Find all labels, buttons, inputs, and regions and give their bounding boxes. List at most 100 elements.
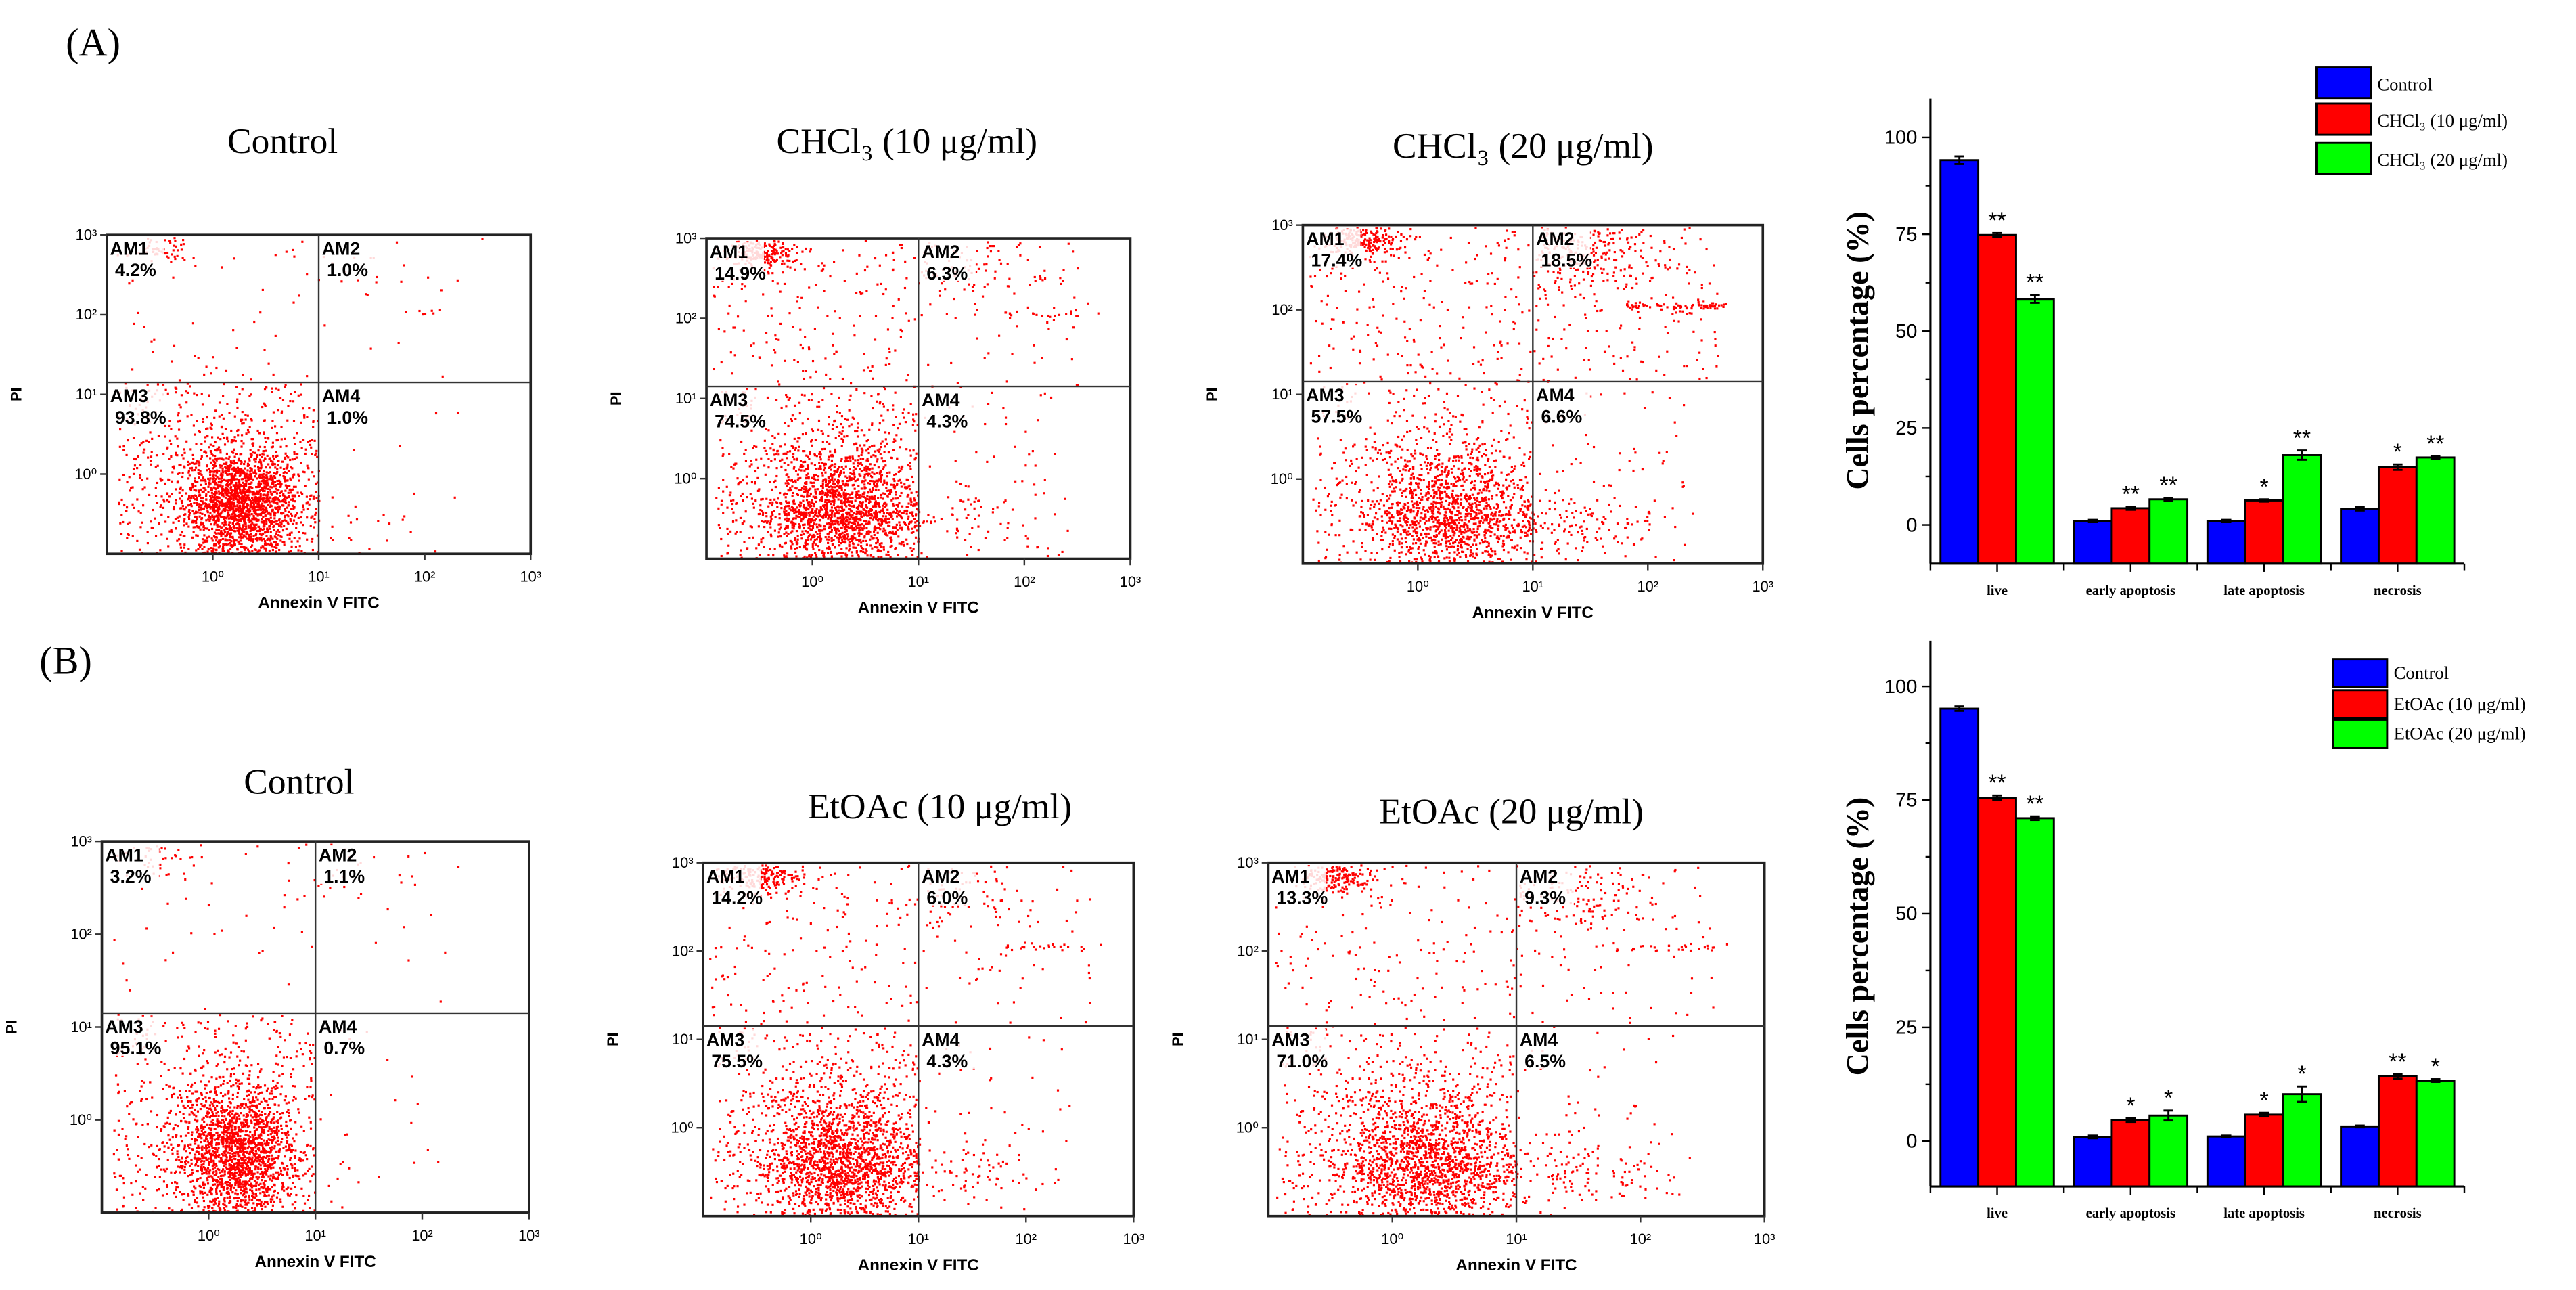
event-dot <box>118 479 120 481</box>
event-dot <box>136 540 138 542</box>
event-dot <box>244 414 246 416</box>
event-dot <box>866 495 868 497</box>
event-dot <box>764 256 766 258</box>
event-dot <box>228 456 230 458</box>
event-dot <box>221 504 223 506</box>
event-dot <box>265 531 267 533</box>
event-dot <box>181 500 183 502</box>
event-dot <box>248 508 250 510</box>
event-dot <box>1054 315 1056 317</box>
event-dot <box>158 435 160 437</box>
event-dot <box>238 459 240 461</box>
event-dot <box>133 437 135 439</box>
event-dot <box>842 532 844 534</box>
event-dot <box>793 468 795 470</box>
event-dot <box>905 379 907 381</box>
event-dot <box>206 527 208 529</box>
event-dot <box>291 531 293 533</box>
event-dot <box>223 518 225 520</box>
event-dot <box>829 522 831 525</box>
event-dot <box>215 539 217 541</box>
event-dot <box>254 517 256 519</box>
event-dot <box>185 522 187 525</box>
event-dot <box>266 510 268 512</box>
event-dot <box>152 509 154 511</box>
event-dot <box>888 363 890 365</box>
event-dot <box>848 425 850 427</box>
event-dot <box>269 466 271 468</box>
event-dot <box>244 531 246 533</box>
event-dot <box>792 510 794 512</box>
event-dot <box>878 478 880 480</box>
event-dot <box>886 475 888 477</box>
event-dot <box>238 527 240 529</box>
event-dot <box>227 501 229 503</box>
event-dot <box>796 506 798 508</box>
event-dot <box>238 536 240 538</box>
flow-plot: CHCl₃ (10 μg/ml)10⁰10⁰10¹10¹10²10²10³10³… <box>608 120 1141 617</box>
event-dot <box>244 513 246 515</box>
event-dot <box>216 529 218 531</box>
event-dot <box>246 503 248 505</box>
event-dot <box>210 444 212 446</box>
event-dot <box>210 523 212 525</box>
event-dot <box>882 515 884 517</box>
event-dot <box>849 543 851 546</box>
event-dot <box>251 497 253 499</box>
event-dot <box>288 511 290 513</box>
event-dot <box>244 499 246 502</box>
event-dot <box>803 527 805 529</box>
event-dot <box>264 419 266 421</box>
event-dot <box>810 248 812 250</box>
event-dot <box>215 549 217 551</box>
event-dot <box>767 429 769 431</box>
event-dot <box>773 481 775 483</box>
event-dot <box>750 525 752 527</box>
event-dot <box>983 263 985 265</box>
event-dot <box>767 315 769 317</box>
event-dot <box>829 466 831 468</box>
event-dot <box>148 441 150 443</box>
event-dot <box>298 475 300 477</box>
event-dot <box>771 272 773 274</box>
panel-label-b: (B) <box>39 638 92 682</box>
event-dot <box>293 437 295 439</box>
event-dot <box>292 476 294 478</box>
event-dot <box>856 447 858 449</box>
event-dot <box>301 447 303 449</box>
event-dot <box>262 546 264 548</box>
event-dot <box>225 428 227 430</box>
event-dot <box>773 245 775 247</box>
event-dot <box>865 533 867 535</box>
event-dot <box>796 530 798 532</box>
event-dot <box>779 535 782 537</box>
event-dot <box>272 442 274 444</box>
event-dot <box>1064 498 1066 500</box>
event-dot <box>259 470 261 472</box>
event-dot <box>774 253 776 255</box>
event-dot <box>253 321 255 323</box>
event-dot <box>805 432 807 435</box>
event-dot <box>235 523 237 525</box>
event-dot <box>767 466 769 468</box>
event-dot <box>265 386 267 388</box>
event-dot <box>233 540 235 542</box>
event-dot <box>798 307 800 309</box>
event-dot <box>894 487 896 489</box>
event-dot <box>901 529 903 531</box>
event-dot <box>777 380 779 382</box>
event-dot <box>797 474 799 476</box>
event-dot <box>196 460 198 462</box>
event-dot <box>174 256 176 258</box>
event-dot <box>993 455 995 458</box>
event-dot <box>214 474 217 476</box>
event-dot <box>819 537 821 539</box>
event-dot <box>267 463 269 465</box>
event-dot <box>906 487 908 489</box>
event-dot <box>271 483 273 485</box>
event-dot <box>809 554 811 556</box>
event-dot <box>804 336 806 338</box>
event-dot <box>244 528 246 530</box>
event-dot <box>874 546 876 548</box>
event-dot <box>762 512 764 514</box>
